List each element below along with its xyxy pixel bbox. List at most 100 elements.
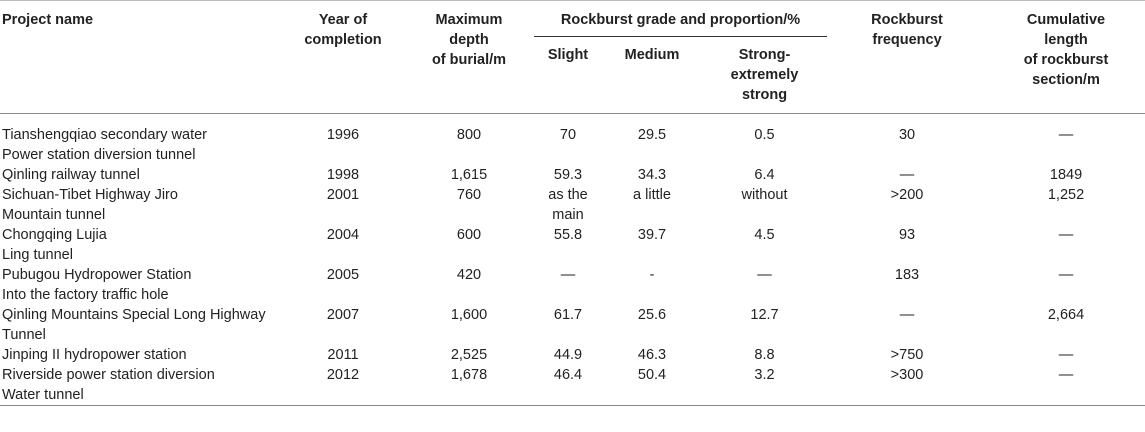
cell-medium: 50.4 [602, 365, 702, 406]
cell-frequency: 30 [898, 127, 916, 143]
header-frequency-line-1: Rockburst [871, 12, 943, 28]
cell-year: 1998 [326, 167, 360, 183]
cell-name: Tianshengqiao secondary water Power stati… [0, 114, 282, 166]
table-row: Riverside power station diversion Water t… [0, 365, 1145, 406]
cell-depth: 1,678 [450, 367, 488, 383]
header-medium: Medium [602, 36, 702, 114]
header-year: Year of completion [282, 1, 404, 114]
cell-medium-line: - [649, 267, 655, 283]
table-row: Pubugou Hydropower Station Into the facto… [0, 265, 1145, 305]
table-body: Tianshengqiao secondary water Power stati… [0, 113, 1145, 406]
header-depth: Maximum depth of burial/m [404, 1, 534, 114]
cell-frequency: — [899, 307, 915, 323]
header-frequency: Rockburst frequency [827, 1, 987, 114]
header-strong: Strong- extremely strong [702, 36, 828, 114]
cell-length: — [1058, 267, 1074, 283]
cell-name-line: Into the factory traffic hole [2, 287, 169, 303]
cell-medium-line: 29.5 [637, 127, 667, 143]
cell-name-line: Power station diversion tunnel [2, 147, 196, 163]
cell-slight-line: 59.3 [553, 167, 583, 183]
cell-year: 2001 [326, 187, 360, 203]
rockburst-table: Project name Year of completion Maximum … [0, 0, 1145, 406]
cell-medium: a little [602, 185, 702, 225]
table-row: Qinling railway tunnel 1998 1,615 59.3 34.3 6… [0, 165, 1145, 185]
header-project-name: Project name [2, 12, 94, 28]
cell-medium-line: 34.3 [637, 167, 667, 183]
cell-medium-line: 25.6 [637, 307, 667, 323]
header-depth-line-1: Maximum [435, 12, 503, 28]
cell-year: 1996 [326, 127, 360, 143]
header-depth-line-3: of burial/m [431, 52, 507, 68]
cell-name: Chongqing Lujia Ling tunnel [0, 225, 282, 265]
cell-depth: 420 [456, 267, 482, 283]
cell-name: Sichuan-Tibet Highway Jiro Mountain tunne… [0, 185, 282, 225]
cell-name-line: Tunnel [2, 327, 46, 343]
header-depth-line-2: depth [449, 32, 489, 48]
cell-depth: 1,600 [450, 307, 488, 323]
cell-name-line: Water tunnel [2, 387, 84, 403]
cell-strong: 8.8 [754, 347, 775, 363]
cell-slight-line: 55.8 [553, 227, 583, 243]
cell-medium-line: 50.4 [637, 367, 667, 383]
header-year-line-1: Year of [318, 12, 368, 28]
table-row: Jinping II hydropower station 2011 2,525 44… [0, 345, 1145, 365]
cell-medium: - [602, 265, 702, 305]
header-year-line-2: completion [304, 32, 382, 48]
table-row: Qinling Mountains Special Long Highway Tu… [0, 305, 1145, 345]
cell-slight-line: 46.4 [553, 367, 583, 383]
cell-depth: 600 [456, 227, 482, 243]
cell-length: — [1058, 367, 1074, 383]
cell-slight-line: 70 [559, 127, 577, 143]
header-length-line-3: of rockburst [1023, 52, 1109, 68]
cell-name-line: Pubugou Hydropower Station [2, 267, 192, 283]
header-grade: Rockburst grade and proportion/% [534, 1, 827, 37]
table-row: Tianshengqiao secondary water Power stati… [0, 114, 1145, 166]
cell-slight-line: 44.9 [553, 347, 583, 363]
cell-slight: — [534, 265, 602, 305]
cell-strong: 12.7 [750, 307, 779, 323]
header-length-line-1: Cumulative [1026, 12, 1106, 28]
cell-slight: 46.4 [534, 365, 602, 406]
cell-strong: 4.5 [754, 227, 775, 243]
cell-name: Qinling Mountains Special Long Highway Tu… [0, 305, 282, 345]
cell-year: 2005 [326, 267, 360, 283]
cell-slight: 61.7 [534, 305, 602, 345]
cell-depth: 1,615 [450, 167, 488, 183]
header-frequency-line-2: frequency [872, 32, 942, 48]
cell-strong: — [757, 267, 772, 283]
cell-frequency: >300 [890, 367, 924, 383]
header-strong-line-2: extremely [730, 67, 799, 83]
cell-depth: 760 [456, 187, 482, 203]
cell-name-line: Qinling Mountains Special Long Highway [2, 307, 266, 323]
cell-name-line: Jinping II hydropower station [2, 347, 187, 363]
cell-strong: 0.5 [754, 127, 775, 143]
cell-strong: without [741, 187, 788, 203]
cell-slight: 70 [534, 114, 602, 166]
header-length: Cumulative length of rockburst section/m [987, 1, 1145, 114]
table-row: Sichuan-Tibet Highway Jiro Mountain tunne… [0, 185, 1145, 225]
cell-length: 2,664 [1047, 307, 1085, 323]
cell-slight-line: 61.7 [553, 307, 583, 323]
cell-name-line: Tianshengqiao secondary water [2, 127, 208, 143]
cell-depth: 2,525 [450, 347, 488, 363]
cell-length: — [1058, 227, 1074, 243]
header-grade-label: Rockburst grade and proportion/% [560, 12, 801, 28]
cell-length: — [1058, 347, 1074, 363]
cell-medium-line: a little [633, 187, 671, 203]
header-length-line-4: section/m [1032, 72, 1100, 88]
cell-slight-line: main [552, 207, 584, 223]
cell-length: 1,252 [1047, 187, 1085, 203]
cell-frequency: 183 [894, 267, 920, 283]
header-slight: Slight [534, 36, 602, 114]
cell-frequency: 93 [898, 227, 916, 243]
cell-strong: 3.2 [754, 367, 775, 383]
cell-medium: 34.3 [602, 165, 702, 185]
cell-medium-line: 39.7 [637, 227, 667, 243]
cell-slight: as the main [534, 185, 602, 225]
cell-medium: 25.6 [602, 305, 702, 345]
cell-length: — [1058, 127, 1074, 143]
cell-frequency: >750 [890, 347, 924, 363]
cell-length: 1849 [1049, 167, 1083, 183]
cell-medium: 46.3 [602, 345, 702, 365]
cell-slight: 44.9 [534, 345, 602, 365]
